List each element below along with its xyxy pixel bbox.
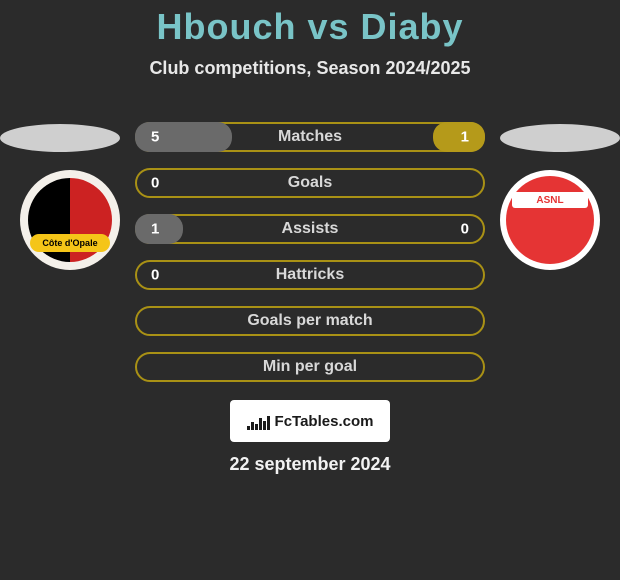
stat-row: 5 1 Matches — [135, 122, 485, 152]
stat-rows: 5 1 Matches 0 Goals 1 0 Assists 0 Hattricks Goals … — [135, 122, 485, 398]
crest-left-band: Côte d'Opale — [30, 234, 110, 252]
page-title: Hbouch vs Diaby — [0, 6, 620, 48]
source-badge: FcTables.com — [230, 400, 390, 442]
date-label: 22 september 2024 — [0, 454, 620, 475]
stat-value-right: 1 — [461, 129, 469, 146]
club-crest-left: Côte d'Opale — [20, 170, 120, 270]
stat-row: 0 Goals — [135, 168, 485, 198]
spark-bar — [255, 424, 258, 430]
stat-value-right: 0 — [461, 221, 469, 238]
spark-bar — [247, 426, 250, 430]
spark-bar — [263, 421, 266, 430]
stat-value-left: 5 — [151, 129, 159, 146]
stat-fill-right — [433, 122, 485, 152]
stat-row: 0 Hattricks — [135, 260, 485, 290]
stat-label: Goals per match — [247, 312, 372, 330]
spark-icon — [247, 412, 269, 430]
stat-label: Hattricks — [276, 266, 344, 284]
stat-label: Matches — [278, 128, 342, 146]
stat-row: Goals per match — [135, 306, 485, 336]
crest-right-banner: ASNL — [512, 192, 588, 208]
stat-label: Assists — [282, 220, 339, 238]
stat-row: Min per goal — [135, 352, 485, 382]
stat-value-left: 1 — [151, 221, 159, 238]
stat-value-left: 0 — [151, 267, 159, 284]
source-text: FcTables.com — [275, 413, 374, 430]
stat-label: Goals — [288, 174, 332, 192]
stat-label: Min per goal — [263, 358, 357, 376]
crest-right-disk — [506, 176, 594, 264]
comparison-card: Hbouch vs Diaby Club competitions, Seaso… — [0, 0, 620, 580]
spark-bar — [267, 416, 270, 430]
subtitle: Club competitions, Season 2024/2025 — [0, 58, 620, 79]
stat-value-left: 0 — [151, 175, 159, 192]
stat-fill-left — [135, 122, 232, 152]
platform-left — [0, 124, 120, 152]
club-crest-right: ASNL — [500, 170, 600, 270]
stat-row: 1 0 Assists — [135, 214, 485, 244]
spark-bar — [259, 418, 262, 430]
spark-bar — [251, 422, 254, 430]
platform-right — [500, 124, 620, 152]
